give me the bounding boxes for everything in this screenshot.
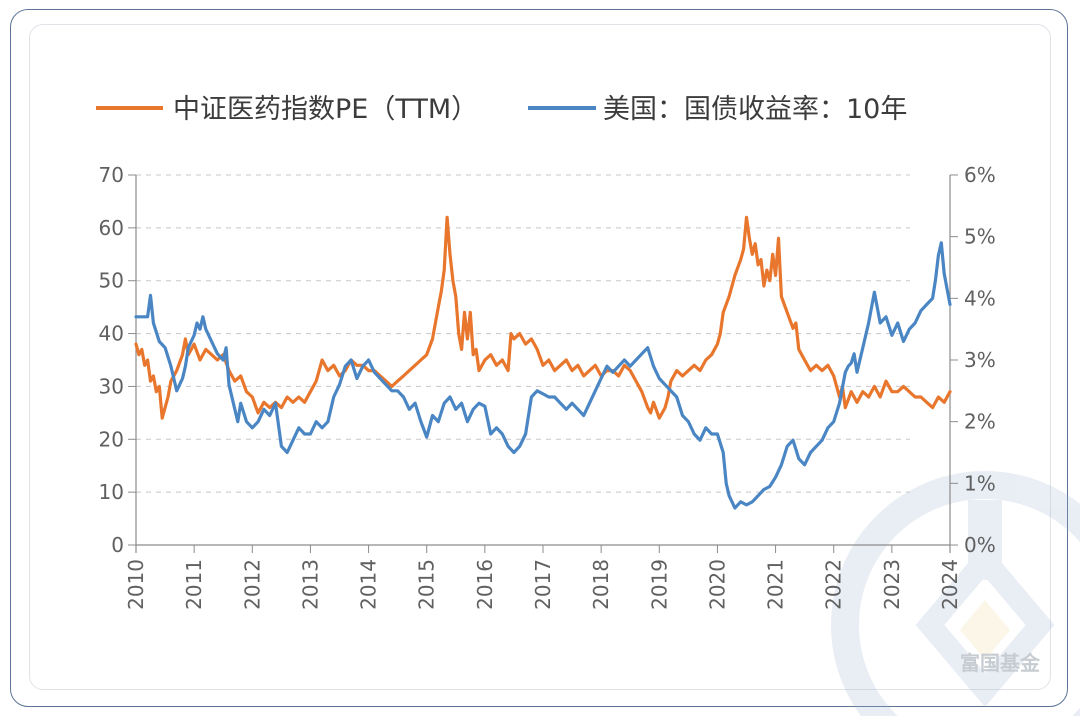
left-tick-label: 20 — [99, 427, 124, 451]
left-tick-label: 70 — [99, 163, 124, 187]
right-tick-label: 6% — [964, 163, 996, 187]
x-tick-label: 2024 — [938, 559, 962, 610]
series-line-yield — [134, 241, 952, 510]
watermark-logo — [831, 471, 1080, 716]
right-tick-label: 3% — [964, 348, 996, 372]
watermark-gold-icon — [960, 600, 1010, 660]
x-tick-label: 2023 — [880, 559, 904, 610]
right-tick-label: 4% — [964, 286, 996, 310]
x-tick-label: 2010 — [124, 559, 148, 610]
right-tick-label: 1% — [964, 471, 996, 495]
right-tick-label: 5% — [964, 225, 996, 249]
watermark-ring-icon — [831, 471, 1080, 716]
watermark-bar-icon — [968, 500, 1002, 580]
left-tick-label: 10 — [99, 480, 124, 504]
right-tick-label: 2% — [964, 410, 996, 434]
legend: 中证医药指数PE（TTM） 美国：国债收益率：10年 — [96, 94, 907, 125]
series-lines — [134, 215, 952, 510]
x-tick-label: 2022 — [822, 559, 846, 610]
x-tick-label: 2011 — [182, 559, 206, 610]
axes: 0 10 20 30 40 50 60 70 0% 1% 2% 3% 4% 5% 6% 2010 2011 201… — [99, 163, 996, 610]
x-tick-label: 2015 — [415, 559, 439, 610]
legend-label-pe: 中证医药指数PE（TTM） — [173, 94, 478, 125]
left-tick-label: 30 — [99, 374, 124, 398]
watermark-diamond-icon — [915, 542, 1055, 708]
x-tick-label: 2020 — [705, 559, 729, 610]
x-tick-label: 2012 — [240, 559, 264, 610]
x-tick-label: 2014 — [357, 559, 381, 610]
x-tick-label: 2017 — [531, 559, 555, 610]
x-tick-label: 2013 — [298, 559, 322, 610]
x-tick-label: 2018 — [589, 559, 613, 610]
left-tick-label: 40 — [99, 322, 124, 346]
legend-label-yield: 美国：国债收益率：10年 — [603, 94, 907, 125]
outer-frame — [10, 9, 1068, 707]
x-tick-label: 2016 — [473, 559, 497, 610]
x-tick-label: 2021 — [764, 559, 788, 610]
watermark-text: 富国基金 — [960, 651, 1041, 675]
x-tick-label: 2019 — [647, 559, 671, 610]
left-tick-label: 0 — [111, 533, 124, 557]
right-tick-label: 0% — [964, 533, 996, 557]
inner-frame — [29, 24, 1051, 690]
left-tick-label: 60 — [99, 216, 124, 240]
left-tick-label: 50 — [99, 269, 124, 293]
series-line-pe — [134, 215, 952, 420]
